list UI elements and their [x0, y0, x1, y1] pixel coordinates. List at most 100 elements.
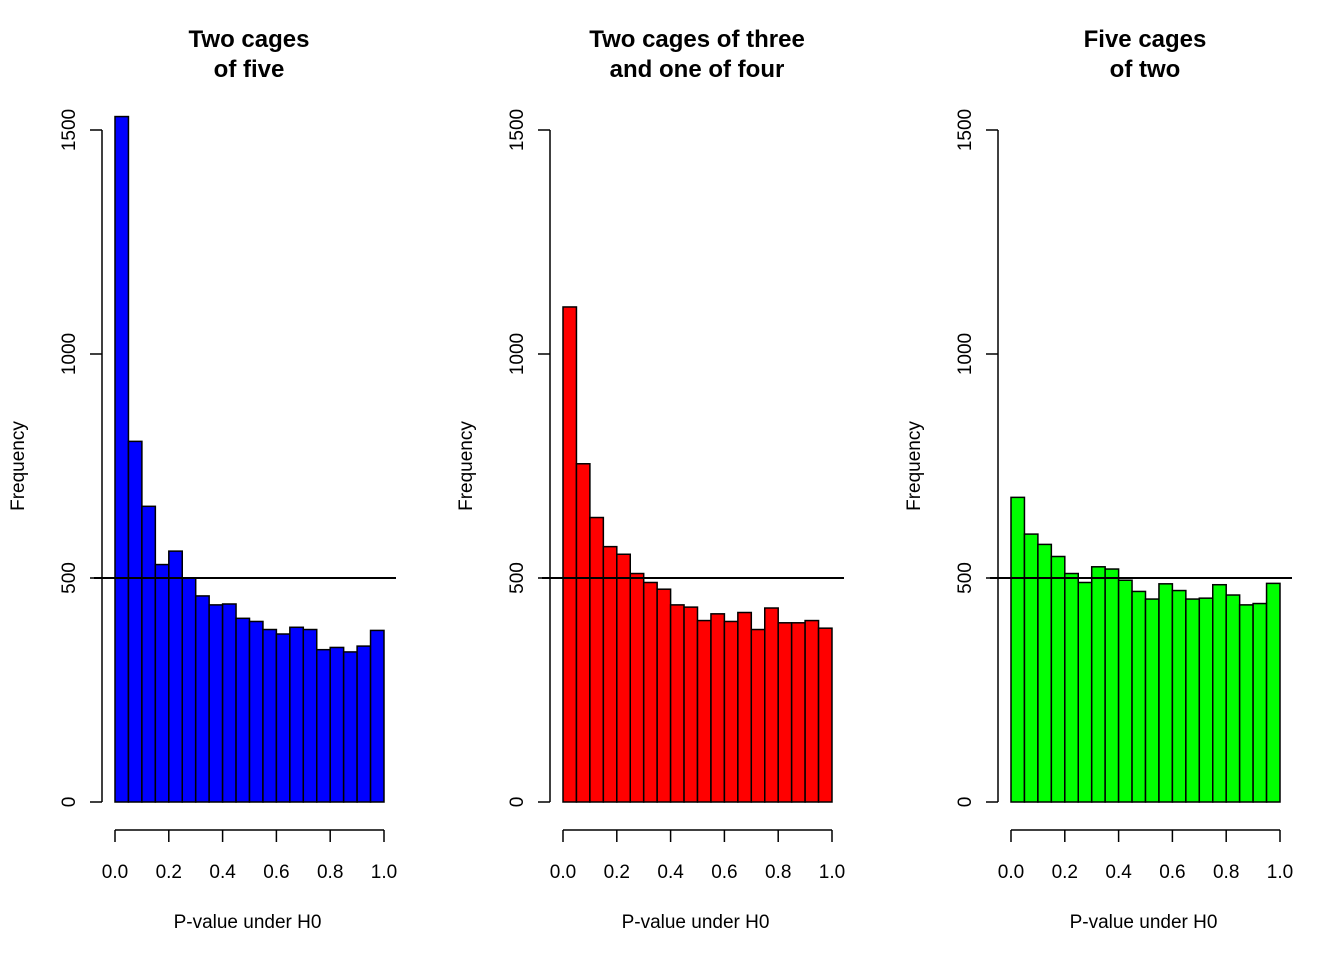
histogram-bar: [275, 633, 291, 803]
y-axis-label: Frequency: [904, 421, 925, 511]
histogram-bar: [696, 619, 712, 803]
y-tick-label: 500: [955, 562, 976, 594]
y-tick-label: 1500: [59, 109, 80, 151]
histogram-bar: [562, 306, 578, 803]
histogram-bar: [790, 622, 806, 803]
chart-title-line: Five cages: [1084, 26, 1207, 53]
x-axis-label: P-value under H0: [174, 912, 322, 933]
x-axis-label: P-value under H0: [622, 912, 770, 933]
chart-title-line: Two cages of three: [589, 26, 805, 53]
x-tick-label: 0.0: [102, 862, 128, 883]
x-axis-label: P-value under H0: [1070, 912, 1218, 933]
chart-title-line: of two: [1110, 56, 1181, 83]
histogram-bar: [777, 622, 793, 803]
histogram-bar: [1144, 598, 1160, 803]
histogram-bar: [1023, 533, 1039, 803]
x-tick-label: 0.4: [657, 862, 684, 883]
histogram-bar: [642, 581, 658, 803]
x-tick-label: 0.2: [1052, 862, 1078, 883]
x-tick-label: 0.0: [998, 862, 1024, 883]
histogram-bar: [737, 611, 753, 803]
y-tick-label: 1500: [507, 109, 528, 151]
x-tick-label: 0.6: [1159, 862, 1185, 883]
histogram-bar: [114, 115, 130, 803]
histogram-bar: [342, 651, 358, 803]
x-tick-label: 0.4: [209, 862, 236, 883]
x-tick-label: 0.6: [263, 862, 289, 883]
histogram-bar: [1252, 602, 1268, 803]
histogram-bar: [750, 628, 766, 803]
x-tick-label: 1.0: [819, 862, 845, 883]
histogram-bar: [669, 604, 685, 803]
histogram-bar: [141, 505, 157, 803]
histogram-panel-2: Two cages of three and one of four 0 500 100…: [456, 26, 845, 933]
histogram-bar: [629, 572, 645, 803]
y-tick-label: 1000: [955, 333, 976, 375]
histogram-bar: [1104, 568, 1120, 803]
histogram-bar: [1171, 589, 1187, 803]
histogram-bar: [262, 628, 278, 803]
y-axis-label: Frequency: [8, 421, 29, 511]
histogram-bar: [316, 648, 331, 803]
histogram-bar: [683, 606, 699, 803]
chart-title-line: of five: [214, 56, 285, 83]
chart-title-line: and one of four: [610, 56, 785, 83]
histogram-bar: [589, 516, 605, 803]
x-tick-label: 0.2: [604, 862, 630, 883]
histogram-bar: [194, 595, 210, 803]
histogram-bar: [1198, 597, 1214, 803]
histogram-bar: [1050, 555, 1066, 803]
x-tick-label: 0.6: [711, 862, 737, 883]
y-tick-label: 0: [59, 797, 80, 808]
y-tick-label: 0: [507, 797, 528, 808]
histogram-bar: [723, 620, 739, 803]
y-tick-label: 1500: [955, 109, 976, 151]
histogram-bar: [168, 550, 184, 803]
histogram-bar: [1064, 572, 1080, 803]
histogram-bar: [1238, 604, 1254, 803]
y-tick-label: 500: [507, 562, 528, 594]
histogram-bar: [1185, 598, 1201, 803]
histogram-bar: [127, 440, 143, 803]
histogram-bar: [764, 607, 779, 803]
histogram-bar: [602, 545, 618, 803]
histogram-bar: [575, 463, 591, 803]
histogram-bar: [1077, 581, 1093, 803]
histogram-bar: [710, 613, 726, 803]
histogram-bar: [208, 604, 224, 803]
histogram-bar: [1158, 583, 1174, 803]
x-tick-label: 0.2: [156, 862, 182, 883]
histogram-bar: [1212, 583, 1227, 803]
histogram-bar: [616, 553, 632, 803]
x-tick-label: 0.4: [1105, 862, 1132, 883]
histogram-panel-1: Two cages of five 0 500 1000 1500 0.0 0.2 0.4 0.6…: [8, 26, 397, 933]
histogram-bar: [329, 646, 345, 803]
histogram-bar: [1037, 543, 1053, 803]
y-axis-label: Frequency: [456, 421, 477, 511]
histogram-bar: [656, 588, 672, 803]
histogram-bar: [181, 577, 197, 803]
histogram-bar: [1090, 566, 1106, 803]
histogram-bar: [289, 626, 305, 803]
x-tick-label: 1.0: [1267, 862, 1293, 883]
x-tick-label: 1.0: [371, 862, 397, 883]
histogram-bar: [804, 619, 820, 803]
histogram-bar: [1225, 594, 1241, 803]
histogram-bar: [369, 629, 385, 803]
y-tick-label: 1000: [507, 333, 528, 375]
x-tick-label: 0.8: [765, 862, 791, 883]
histogram-bar: [154, 563, 170, 803]
histogram-bar: [1265, 582, 1281, 803]
histogram-bar: [1010, 496, 1026, 803]
histogram-panel-3: Five cages of two 0 500 1000 1500 0.0 0.2 0.4 0.6…: [904, 26, 1293, 933]
histogram-bar: [356, 645, 372, 803]
x-tick-label: 0.8: [317, 862, 343, 883]
y-tick-label: 1000: [59, 333, 80, 375]
x-tick-label: 0.0: [550, 862, 576, 883]
histogram-bar: [235, 617, 251, 803]
histogram-bar: [817, 627, 833, 803]
y-tick-label: 500: [59, 562, 80, 594]
histogram-bar: [302, 628, 318, 803]
